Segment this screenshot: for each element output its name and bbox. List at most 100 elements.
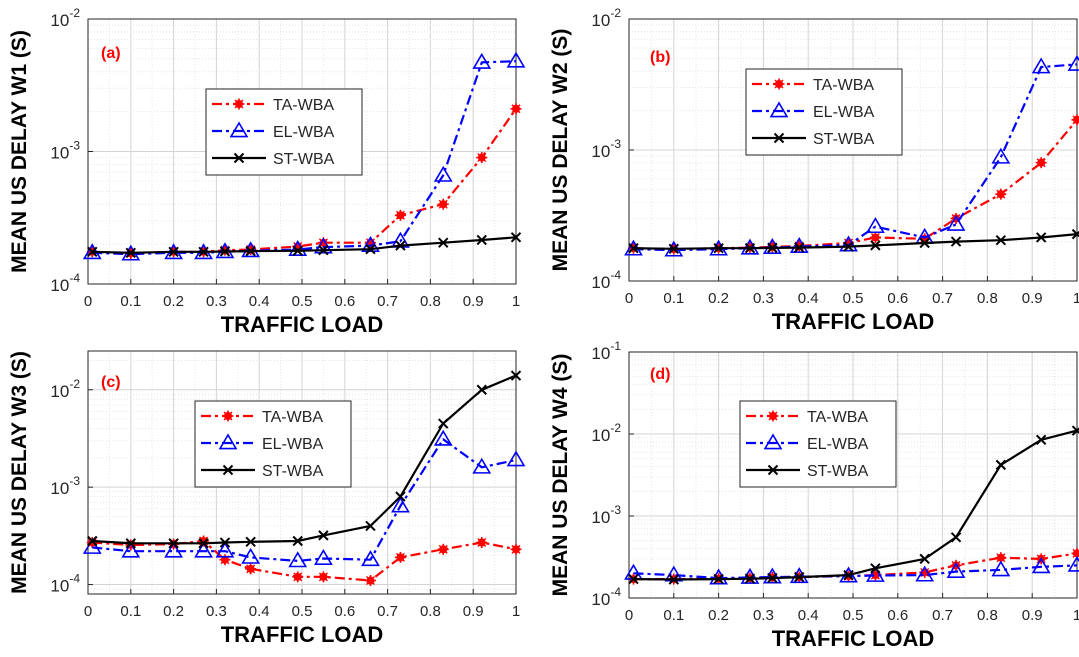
data-point xyxy=(628,242,639,254)
x-tick-label: 0.2 xyxy=(708,607,729,624)
data-point xyxy=(1067,555,1079,572)
data-point xyxy=(869,231,881,243)
data-point xyxy=(82,537,102,554)
data-point xyxy=(668,243,680,255)
x-tick-label: 0.9 xyxy=(463,603,484,620)
data-point xyxy=(164,541,183,558)
legend-label: ST-WBA xyxy=(813,131,875,148)
data-point xyxy=(219,246,231,257)
data-point xyxy=(437,198,449,210)
data-point xyxy=(314,548,333,565)
legend-marker xyxy=(773,132,785,144)
x-tick-label: 0.5 xyxy=(843,607,864,624)
data-point xyxy=(995,459,1007,471)
data-point xyxy=(476,234,487,246)
data-point xyxy=(292,245,303,257)
x-axis-label: TRAFFIC LOAD xyxy=(221,622,384,647)
data-point xyxy=(168,246,179,258)
x-axis-label: TRAFFIC LOAD xyxy=(221,312,384,337)
x-tick-label: 0.9 xyxy=(1022,607,1043,624)
data-point xyxy=(740,567,760,584)
data-point xyxy=(472,52,492,69)
series-ta-wba xyxy=(86,535,522,587)
legend-marker xyxy=(218,433,238,450)
chart-panel-d: 0 0.1 0.2 0.3 0.4 0.5 0.6 0.7 0.8 0.9 1 10-4 10-3 10-… xyxy=(549,339,1079,651)
data-point xyxy=(288,239,308,256)
legend-label: EL-WBA xyxy=(273,124,335,141)
data-point xyxy=(438,237,449,248)
x-tick-label: 0.4 xyxy=(249,293,270,310)
x-tick-label: 0.3 xyxy=(206,293,227,310)
legend: TA-WBA EL-WBA ST-WBA xyxy=(739,400,897,488)
x-tick-label: 0.2 xyxy=(163,293,184,310)
y-tick-label: 10-1 xyxy=(591,339,621,363)
data-point xyxy=(361,550,380,567)
x-tick-label: 0.9 xyxy=(1022,290,1043,307)
x-tick-label: 0.3 xyxy=(206,603,227,620)
x-tick-label: 0.2 xyxy=(163,603,184,620)
data-point xyxy=(510,103,522,115)
data-point xyxy=(950,532,962,543)
data-point xyxy=(245,563,257,575)
data-point xyxy=(241,547,261,564)
y-tick-label: 10-3 xyxy=(50,139,80,163)
panel-label: (a) xyxy=(101,45,121,62)
data-point xyxy=(433,429,453,446)
y-tick-label: 10-2 xyxy=(591,6,621,30)
x-tick-label: 0 xyxy=(625,290,633,307)
x-tick-label: 0.9 xyxy=(463,293,484,310)
x-tick-label: 1 xyxy=(1073,290,1079,307)
data-point xyxy=(991,147,1011,164)
chart-panel-b: 0 0.1 0.2 0.3 0.4 0.5 0.6 0.7 0.8 0.9 1 10-4 10-3 10-… xyxy=(549,6,1079,334)
x-axis-label: TRAFFIC LOAD xyxy=(772,309,935,334)
x-tick-label: 0.1 xyxy=(120,603,141,620)
x-tick-label: 1 xyxy=(512,293,520,310)
data-point xyxy=(950,236,962,247)
data-point xyxy=(794,242,805,253)
y-axis-label: MEAN US DELAY W1 (S) xyxy=(8,30,31,273)
data-point xyxy=(241,241,261,258)
x-tick-label: 0.8 xyxy=(420,603,441,620)
x-tick-label: 0.7 xyxy=(932,607,953,624)
data-point xyxy=(318,530,329,541)
data-point xyxy=(437,543,449,555)
data-point xyxy=(125,538,137,549)
panel-label: (d) xyxy=(650,366,670,383)
series-st-wba xyxy=(628,425,1079,585)
legend-label: EL-WBA xyxy=(262,436,324,453)
legend-label: EL-WBA xyxy=(813,104,875,121)
y-tick-label: 10-4 xyxy=(50,572,80,596)
data-point xyxy=(318,244,329,256)
data-point xyxy=(713,573,724,585)
x-tick-label: 0.4 xyxy=(798,607,819,624)
x-tick-label: 0 xyxy=(84,603,92,620)
data-point xyxy=(946,214,966,231)
data-point xyxy=(744,242,756,254)
legend: TA-WBA EL-WBA ST-WBA xyxy=(205,88,363,176)
x-axis-label: TRAFFIC LOAD xyxy=(772,626,935,651)
x-tick-label: 1 xyxy=(512,603,520,620)
data-point xyxy=(438,418,449,429)
data-point xyxy=(394,551,406,563)
data-point xyxy=(472,457,492,474)
data-point xyxy=(991,560,1011,577)
legend-label: TA-WBA xyxy=(273,97,334,114)
data-point xyxy=(713,242,724,254)
data-point xyxy=(317,571,329,583)
legend-label: TA-WBA xyxy=(813,77,874,94)
x-tick-label: 0.8 xyxy=(977,290,998,307)
data-point xyxy=(394,209,406,221)
x-tick-label: 0.6 xyxy=(334,603,355,620)
data-point xyxy=(1067,54,1079,71)
x-tick-label: 0.8 xyxy=(977,607,998,624)
series-st-wba xyxy=(87,370,522,549)
data-point xyxy=(365,244,376,255)
data-point xyxy=(391,496,410,513)
data-point xyxy=(628,573,639,585)
panel-label: (c) xyxy=(101,374,121,391)
x-tick-label: 0.7 xyxy=(377,293,398,310)
x-tick-label: 0.2 xyxy=(708,290,729,307)
legend: TA-WBA EL-WBA ST-WBA xyxy=(745,68,903,156)
y-tick-label: 10-4 xyxy=(591,268,621,292)
data-point xyxy=(789,567,809,584)
